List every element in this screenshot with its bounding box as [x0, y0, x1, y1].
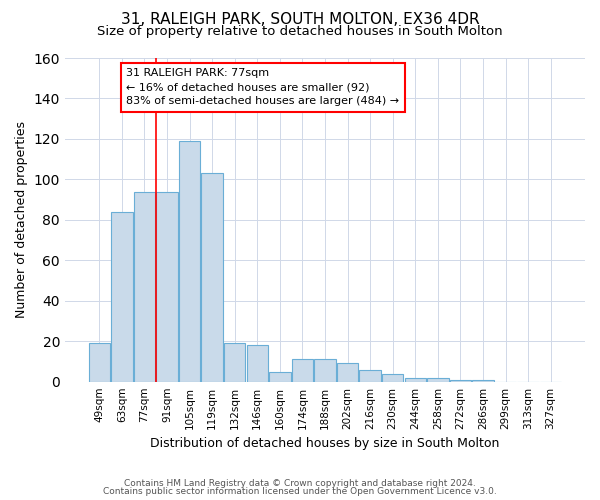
- Bar: [337, 364, 358, 382]
- Text: Size of property relative to detached houses in South Molton: Size of property relative to detached ho…: [97, 25, 503, 38]
- Text: 31, RALEIGH PARK, SOUTH MOLTON, EX36 4DR: 31, RALEIGH PARK, SOUTH MOLTON, EX36 4DR: [121, 12, 479, 28]
- Text: Contains public sector information licensed under the Open Government Licence v3: Contains public sector information licen…: [103, 487, 497, 496]
- Bar: [89, 343, 110, 382]
- Bar: [247, 346, 268, 382]
- X-axis label: Distribution of detached houses by size in South Molton: Distribution of detached houses by size …: [150, 437, 500, 450]
- Bar: [382, 374, 403, 382]
- Bar: [269, 372, 290, 382]
- Bar: [179, 141, 200, 382]
- Bar: [449, 380, 471, 382]
- Bar: [472, 380, 494, 382]
- Bar: [359, 370, 381, 382]
- Bar: [111, 212, 133, 382]
- Bar: [427, 378, 449, 382]
- Bar: [314, 360, 335, 382]
- Bar: [292, 360, 313, 382]
- Bar: [224, 343, 245, 382]
- Bar: [202, 174, 223, 382]
- Bar: [156, 192, 178, 382]
- Bar: [404, 378, 426, 382]
- Text: Contains HM Land Registry data © Crown copyright and database right 2024.: Contains HM Land Registry data © Crown c…: [124, 478, 476, 488]
- Y-axis label: Number of detached properties: Number of detached properties: [15, 122, 28, 318]
- Bar: [134, 192, 155, 382]
- Text: 31 RALEIGH PARK: 77sqm
← 16% of detached houses are smaller (92)
83% of semi-det: 31 RALEIGH PARK: 77sqm ← 16% of detached…: [127, 68, 400, 106]
